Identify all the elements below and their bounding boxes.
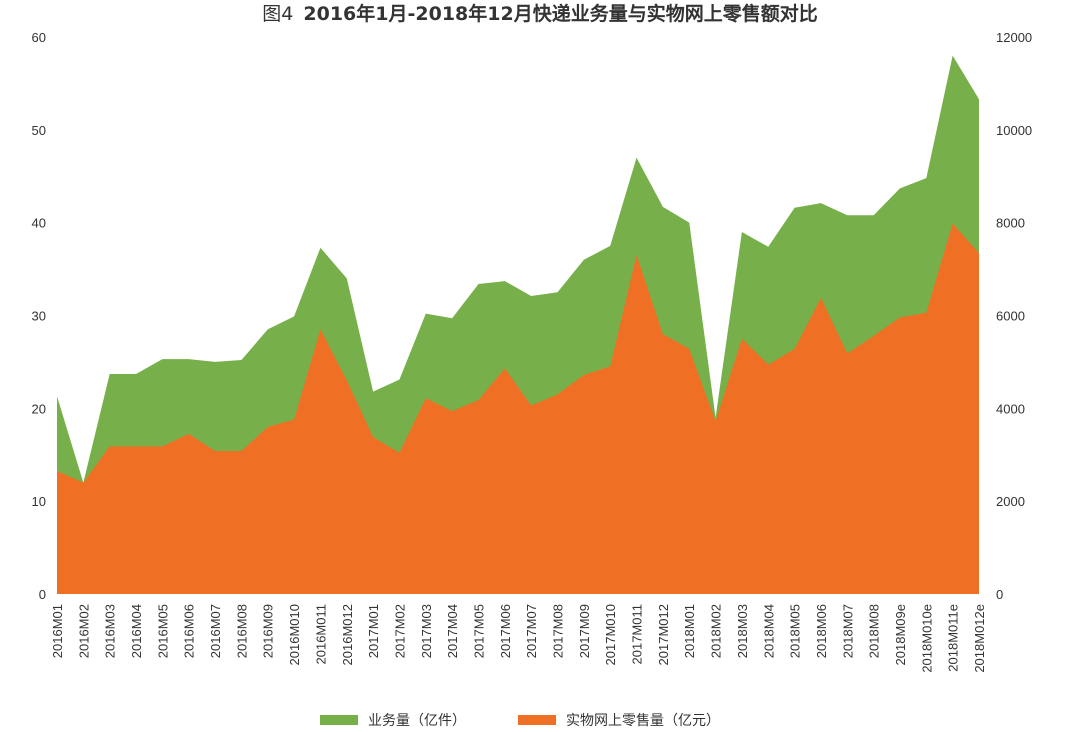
x-tick-0: 2016M01	[50, 604, 65, 658]
x-tick-33: 2018M010e	[919, 604, 934, 673]
legend-item-volume: 业务量（亿件）	[320, 708, 466, 732]
right-y-tick-1: 2000	[996, 494, 1025, 509]
x-tick-22: 2017M011	[630, 604, 645, 664]
x-tick-27: 2018M04	[761, 604, 776, 658]
legend-label-volume: 业务量（亿件）	[368, 713, 466, 729]
right-y-tick-2: 4000	[996, 401, 1025, 416]
legend: 业务量（亿件） 实物网上零售量（亿元）	[0, 708, 1080, 732]
x-tick-21: 2017M010	[603, 604, 618, 665]
plot-areas	[57, 55, 979, 594]
right-y-tick-5: 10000	[996, 123, 1032, 138]
x-tick-34: 2018M011e	[946, 604, 961, 672]
right-y-tick-3: 6000	[996, 309, 1025, 324]
x-tick-10: 2016M011	[313, 604, 328, 664]
left-y-tick-0: 0	[39, 587, 46, 602]
x-tick-20: 2017M09	[577, 604, 592, 658]
x-axis: 2016M01 2016M02 2016M03 2016M04 2016M05 2016M…	[50, 604, 987, 673]
x-tick-13: 2017M02	[392, 604, 407, 658]
x-tick-4: 2016M05	[155, 604, 170, 658]
left-y-tick-2: 20	[32, 401, 46, 416]
x-tick-12: 2017M01	[366, 604, 381, 658]
right-y-tick-4: 8000	[996, 216, 1025, 231]
x-tick-18: 2017M07	[524, 604, 539, 658]
x-tick-17: 2017M06	[498, 604, 513, 658]
x-tick-35: 2018M012e	[972, 604, 987, 673]
x-tick-19: 2017M08	[551, 604, 566, 658]
legend-item-retail: 实物网上零售量（亿元）	[518, 708, 720, 732]
x-tick-7: 2016M08	[234, 604, 249, 658]
chart-title: 图4 2016年1月-2018年12月快递业务量与实物网上零售额对比	[0, 0, 1080, 30]
x-tick-5: 2016M06	[182, 604, 197, 658]
x-tick-2: 2016M03	[103, 604, 118, 658]
area-chart: 0 10 20 30 40 50 60 0 2000 4000 6000 8000 10000 1200…	[32, 30, 1033, 673]
title-text: 2016年1月-2018年12月快递业务量与实物网上零售额对比	[303, 3, 818, 25]
x-tick-31: 2018M08	[867, 604, 882, 658]
right-y-tick-6: 12000	[996, 30, 1032, 45]
left-y-axis: 0 10 20 30 40 50 60	[32, 30, 46, 602]
x-tick-6: 2016M07	[208, 604, 223, 658]
right-y-tick-0: 0	[996, 587, 1003, 602]
left-y-tick-4: 40	[32, 216, 46, 231]
left-y-tick-6: 60	[32, 30, 46, 45]
x-tick-14: 2017M03	[419, 604, 434, 658]
x-tick-8: 2016M09	[261, 604, 276, 658]
legend-swatch-orange	[518, 715, 556, 725]
x-tick-9: 2016M010	[287, 604, 302, 665]
area-series-1	[57, 223, 979, 594]
figure-label: 图4	[262, 3, 294, 25]
x-tick-15: 2017M04	[445, 604, 460, 658]
x-tick-24: 2018M01	[682, 604, 697, 658]
x-tick-16: 2017M05	[471, 604, 486, 658]
x-tick-11: 2016M012	[340, 604, 355, 665]
legend-swatch-green	[320, 715, 358, 725]
x-tick-28: 2018M05	[788, 604, 803, 658]
left-y-tick-3: 30	[32, 309, 46, 324]
x-tick-1: 2016M02	[76, 604, 91, 658]
x-tick-30: 2018M07	[840, 604, 855, 658]
x-tick-25: 2018M02	[709, 604, 724, 658]
x-tick-26: 2018M03	[735, 604, 750, 658]
legend-label-retail: 实物网上零售量（亿元）	[566, 713, 720, 729]
x-tick-32: 2018M09e	[893, 604, 908, 665]
x-tick-29: 2018M06	[814, 604, 829, 658]
right-y-axis: 0 2000 4000 6000 8000 10000 12000	[996, 30, 1032, 602]
x-tick-3: 2016M04	[129, 604, 144, 658]
left-y-tick-5: 50	[32, 123, 46, 138]
left-y-tick-1: 10	[32, 494, 46, 509]
x-tick-23: 2017M012	[656, 604, 671, 665]
